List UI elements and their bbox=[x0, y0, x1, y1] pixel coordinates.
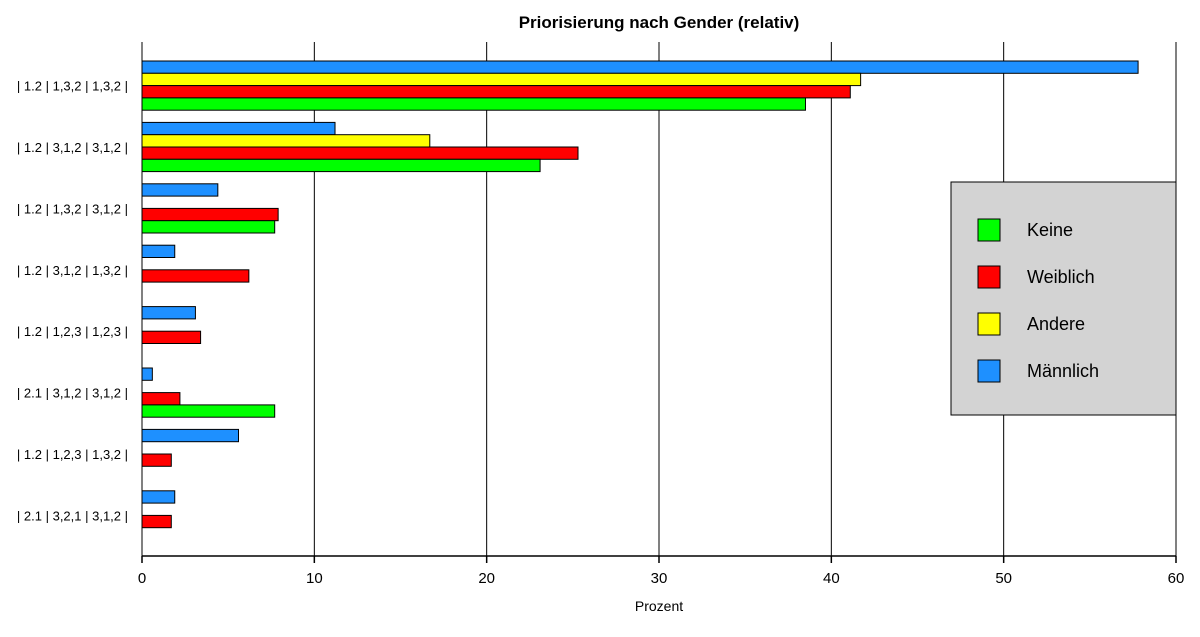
legend-swatch bbox=[977, 218, 1001, 242]
bar-weiblich bbox=[141, 453, 172, 467]
x-axis-ticks: 0 10 20 30 40 50 60 bbox=[138, 556, 1185, 587]
category-label: | 1.2 | 1,3,2 | 3,1,2 | bbox=[17, 201, 128, 216]
bar-weiblich bbox=[141, 330, 202, 345]
bar-weiblich bbox=[141, 146, 579, 160]
chart-title: Priorisierung nach Gender (relativ) bbox=[519, 13, 800, 32]
bar-keine bbox=[141, 97, 806, 111]
category-label: | 1.2 | 1,2,3 | 1,3,2 | bbox=[17, 447, 128, 462]
x-tick-label: 40 bbox=[823, 570, 840, 587]
legend-label: Weiblich bbox=[1027, 267, 1095, 287]
x-tick-label: 10 bbox=[306, 570, 323, 587]
bar-mnnlich bbox=[141, 121, 336, 136]
bar-weiblich bbox=[141, 269, 250, 283]
bar-weiblich bbox=[141, 514, 172, 529]
legend: Keine Weiblich Andere Männlich bbox=[950, 181, 1177, 416]
legend-label: Männlich bbox=[1027, 361, 1099, 381]
category-label: | 2.1 | 3,1,2 | 3,1,2 | bbox=[17, 386, 128, 401]
category-labels: | 1.2 | 1,3,2 | 1,3,2 | | 1.2 | 3,1,2 | 3… bbox=[17, 79, 128, 524]
legend-label: Andere bbox=[1027, 314, 1085, 334]
x-tick-label: 20 bbox=[478, 570, 495, 587]
bar-andere bbox=[141, 134, 431, 148]
bar-weiblich bbox=[141, 392, 181, 406]
x-tick-label: 0 bbox=[138, 570, 146, 587]
bar-keine bbox=[141, 220, 276, 234]
bars bbox=[141, 60, 1139, 529]
category-label: | 1.2 | 3,1,2 | 1,3,2 | bbox=[17, 263, 128, 278]
legend-swatch bbox=[977, 312, 1001, 336]
category-label: | 1.2 | 1,3,2 | 1,3,2 | bbox=[17, 79, 128, 94]
legend-swatch bbox=[977, 265, 1001, 289]
bar-keine bbox=[141, 158, 541, 173]
bar-mnnlich bbox=[141, 428, 240, 443]
x-axis-title: Prozent bbox=[635, 598, 683, 614]
bar-keine bbox=[141, 404, 276, 418]
category-label: | 2.1 | 3,2,1 | 3,1,2 | bbox=[17, 508, 128, 523]
bar-weiblich bbox=[141, 207, 279, 222]
x-tick-label: 60 bbox=[1168, 570, 1185, 587]
bar-mnnlich bbox=[141, 367, 153, 381]
bar-mnnlich bbox=[141, 306, 196, 320]
bar-mnnlich bbox=[141, 244, 176, 258]
bar-andere bbox=[141, 72, 862, 87]
x-tick-label: 50 bbox=[995, 570, 1012, 587]
bar-mnnlich bbox=[141, 183, 219, 197]
legend-swatch bbox=[977, 359, 1001, 383]
bar-mnnlich bbox=[141, 60, 1139, 74]
x-tick-label: 30 bbox=[651, 570, 668, 587]
bar-mnnlich bbox=[141, 490, 176, 504]
bar-weiblich bbox=[141, 85, 851, 99]
category-label: | 1.2 | 3,1,2 | 3,1,2 | bbox=[17, 140, 128, 155]
legend-label: Keine bbox=[1027, 220, 1073, 240]
category-label: | 1.2 | 1,2,3 | 1,2,3 | bbox=[17, 324, 128, 339]
